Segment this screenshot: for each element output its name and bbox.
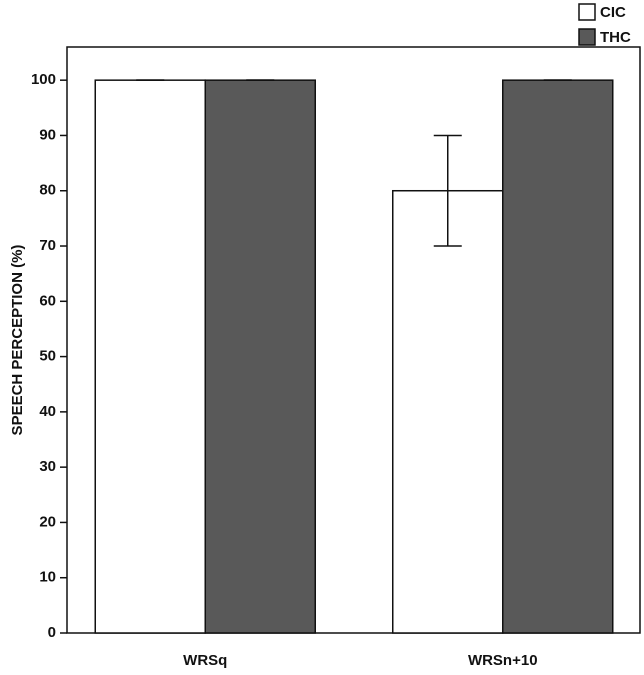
y-tick-label: 0 xyxy=(48,624,56,641)
legend-swatch xyxy=(578,28,596,46)
x-tick-label: WRSn+10 xyxy=(468,652,538,669)
bar xyxy=(204,79,316,634)
y-axis-label: SPEECH PERCEPTION (%) xyxy=(9,245,26,436)
legend-swatch xyxy=(578,3,596,21)
bar xyxy=(502,79,614,634)
y-tick-label: 20 xyxy=(39,513,56,530)
y-tick-label: 70 xyxy=(39,237,56,254)
plot-frame xyxy=(66,46,641,634)
bar xyxy=(94,79,206,634)
x-tick-label: WRSq xyxy=(183,652,227,669)
y-tick-label: 10 xyxy=(39,569,56,586)
y-tick-label: 80 xyxy=(39,182,56,199)
legend-label: CIC xyxy=(600,4,626,21)
y-tick-label: 100 xyxy=(31,71,56,88)
y-tick-label: 60 xyxy=(39,292,56,309)
y-tick-label: 50 xyxy=(39,348,56,365)
error-bar xyxy=(433,134,462,247)
y-tick-label: 30 xyxy=(39,458,56,475)
bar xyxy=(392,189,504,634)
y-tick-label: 90 xyxy=(39,126,56,143)
y-tick-label: 40 xyxy=(39,403,56,420)
legend-label: THC xyxy=(600,29,631,46)
